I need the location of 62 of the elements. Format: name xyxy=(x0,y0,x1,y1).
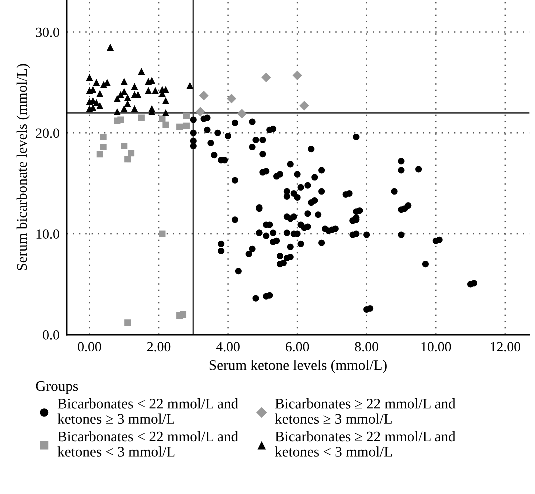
legend-label: Bicarbonates ≥ 22 mmol/L and ketones < 3 mmol/L xyxy=(275,431,456,457)
legend-label: Bicarbonates < 22 mmol/L and ketones < 3 mmol/L xyxy=(58,431,238,457)
point xyxy=(300,101,310,111)
x-tick-label: 4.00 xyxy=(216,342,240,352)
point xyxy=(162,97,170,104)
legend-title: Groups xyxy=(36,381,78,394)
point xyxy=(199,91,209,101)
y-axis-title: Serum bicarbonate levels (mmol/L) xyxy=(16,64,30,270)
legend-label: Bicarbonates ≥ 22 mmol/L and ketones ≥ 3 mmol/L xyxy=(275,398,456,424)
point xyxy=(186,82,194,90)
point xyxy=(106,44,114,51)
point xyxy=(131,83,138,90)
point xyxy=(183,122,190,130)
x-axis-title: Serum ketone levels (mmol/L) xyxy=(210,360,387,374)
point xyxy=(152,87,160,94)
point xyxy=(176,124,184,130)
point xyxy=(93,79,100,86)
x-tick-label: 10.00 xyxy=(422,342,452,352)
point xyxy=(145,87,152,94)
point xyxy=(138,68,146,76)
point xyxy=(180,312,187,318)
point xyxy=(117,91,124,98)
point xyxy=(118,116,124,124)
point xyxy=(134,91,142,98)
y-tick-label: 10.0 xyxy=(36,230,60,240)
point xyxy=(183,112,190,120)
point xyxy=(262,72,272,82)
x-tick-label: 0.00 xyxy=(78,342,102,352)
point xyxy=(128,150,135,157)
point xyxy=(124,156,132,163)
point xyxy=(124,320,132,326)
point xyxy=(162,109,170,117)
point xyxy=(131,105,138,112)
x-tick-label: 6.00 xyxy=(286,342,310,352)
point xyxy=(159,116,166,122)
point xyxy=(162,122,170,128)
y-tick-label: 0.0 xyxy=(43,330,60,340)
point xyxy=(120,105,128,112)
point xyxy=(121,143,128,150)
point xyxy=(237,109,247,119)
point xyxy=(124,100,132,108)
y-tick-label: 20.0 xyxy=(36,128,60,138)
point xyxy=(159,230,166,238)
legend-label: Bicarbonates < 22 mmol/L and ketones ≥ 3 mmol/L xyxy=(58,398,238,424)
point xyxy=(86,74,94,82)
point xyxy=(96,102,104,110)
x-tick-label: 2.00 xyxy=(147,342,171,352)
y-tick-label: 30.0 xyxy=(36,28,60,38)
x-tick-label: 12.00 xyxy=(491,342,520,352)
point xyxy=(124,94,132,102)
point xyxy=(114,108,121,116)
point xyxy=(120,78,128,86)
point xyxy=(100,134,107,140)
point xyxy=(96,90,104,98)
point xyxy=(138,114,145,122)
point xyxy=(96,151,104,158)
point xyxy=(226,94,237,104)
point xyxy=(114,95,121,102)
point xyxy=(196,107,206,117)
x-tick-label: 8.00 xyxy=(355,342,378,352)
point xyxy=(292,70,302,80)
point xyxy=(100,144,107,151)
